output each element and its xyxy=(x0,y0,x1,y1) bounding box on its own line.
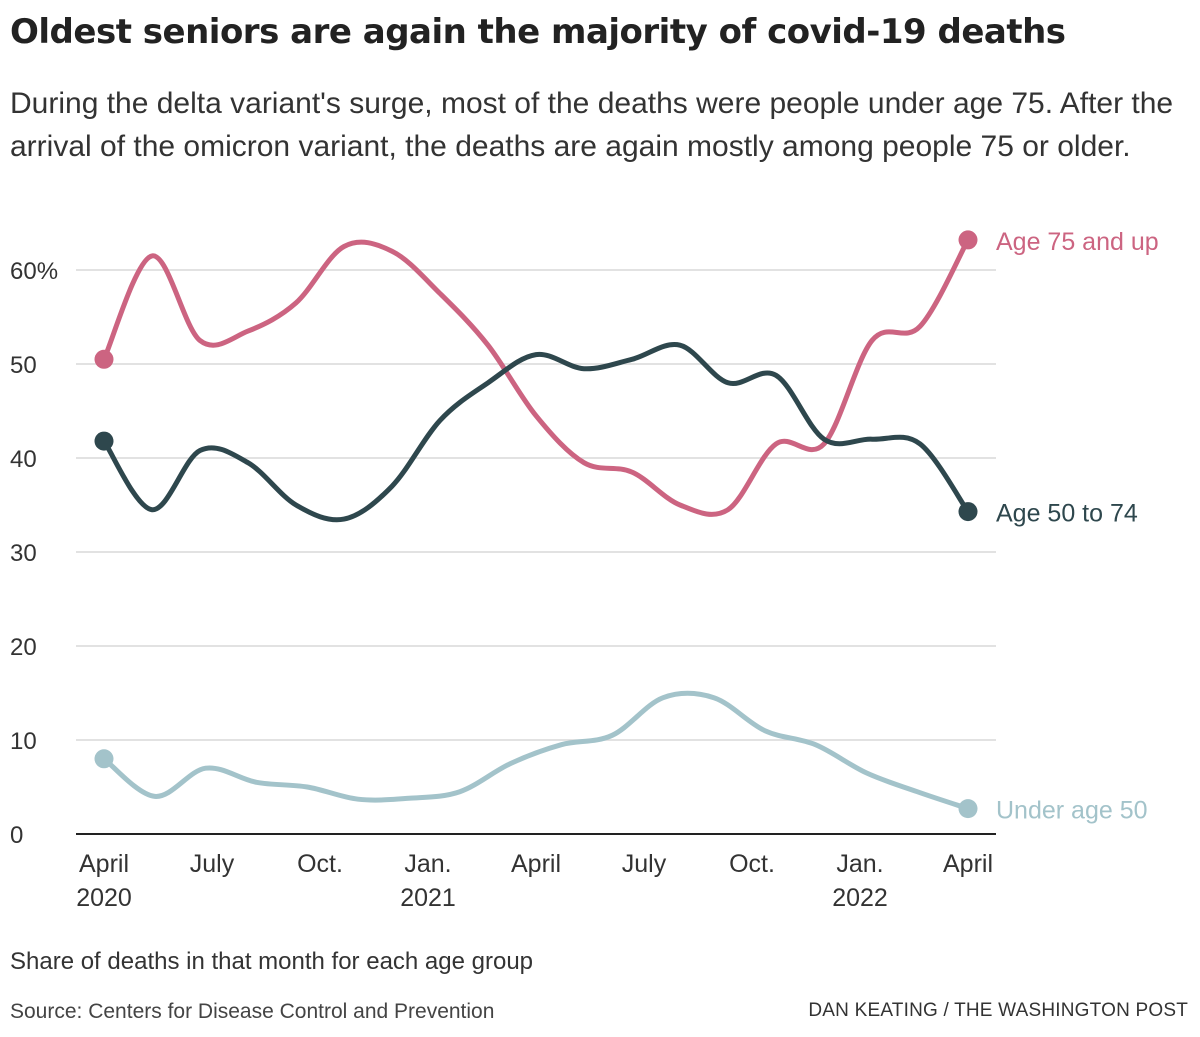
series-start-point xyxy=(94,749,114,769)
series-labels: Age 75 and up Age 50 to 74 Under age 50 xyxy=(996,228,1159,825)
gridlines xyxy=(76,269,996,835)
x-tick-year-label: 2021 xyxy=(400,884,456,912)
x-axis-ticks: April 2020 July Oct. Jan. 2021 April July Oct. Ja… xyxy=(76,850,993,912)
x-tick-label: July xyxy=(190,850,235,878)
series-lines xyxy=(94,230,978,819)
chart-note: Share of deaths in that month for each a… xyxy=(10,948,534,975)
x-tick-label: Oct. xyxy=(297,850,343,878)
y-tick-label: 40 xyxy=(10,446,37,473)
series-start-point xyxy=(94,431,114,451)
series-label: Under age 50 xyxy=(996,797,1148,825)
x-tick-label: April xyxy=(79,850,129,878)
series-end-point xyxy=(958,502,978,522)
series-line xyxy=(101,690,971,812)
y-tick-label: 0 xyxy=(10,822,23,849)
chart-title: Oldest seniors are again the majority of… xyxy=(10,12,1066,52)
y-tick-label: 50 xyxy=(10,352,37,379)
series-end-point xyxy=(958,799,978,819)
x-tick-label: April xyxy=(943,850,993,878)
series-label: Age 50 to 74 xyxy=(996,500,1138,528)
x-tick-year-label: 2020 xyxy=(76,884,132,912)
series-start-point xyxy=(94,349,114,369)
y-tick-label: 10 xyxy=(10,728,37,755)
y-tick-label: 60% xyxy=(10,258,58,285)
x-tick-label: Jan. xyxy=(404,850,451,878)
chart-subtitle: During the delta variant's surge, most o… xyxy=(10,87,1174,163)
line-chart: 0 10 20 30 40 50 60% April 2020 July Oct. Jan. 2021… xyxy=(10,228,1159,912)
y-tick-label: 30 xyxy=(10,540,37,567)
x-tick-year-label: 2022 xyxy=(832,884,888,912)
x-tick-label: Oct. xyxy=(729,850,775,878)
source-line: Source: Centers for Disease Control and … xyxy=(10,1000,495,1023)
series-label: Age 75 and up xyxy=(996,228,1159,256)
series-line xyxy=(101,237,971,517)
series-line xyxy=(101,342,971,523)
y-axis-ticks: 0 10 20 30 40 50 60% xyxy=(10,258,58,849)
x-tick-label: July xyxy=(622,850,667,878)
series-end-point xyxy=(958,230,978,250)
credit-line: DAN KEATING / THE WASHINGTON POST xyxy=(808,1000,1188,1021)
x-tick-label: Jan. xyxy=(836,850,883,878)
y-tick-label: 20 xyxy=(10,634,37,661)
x-tick-label: April xyxy=(511,850,561,878)
